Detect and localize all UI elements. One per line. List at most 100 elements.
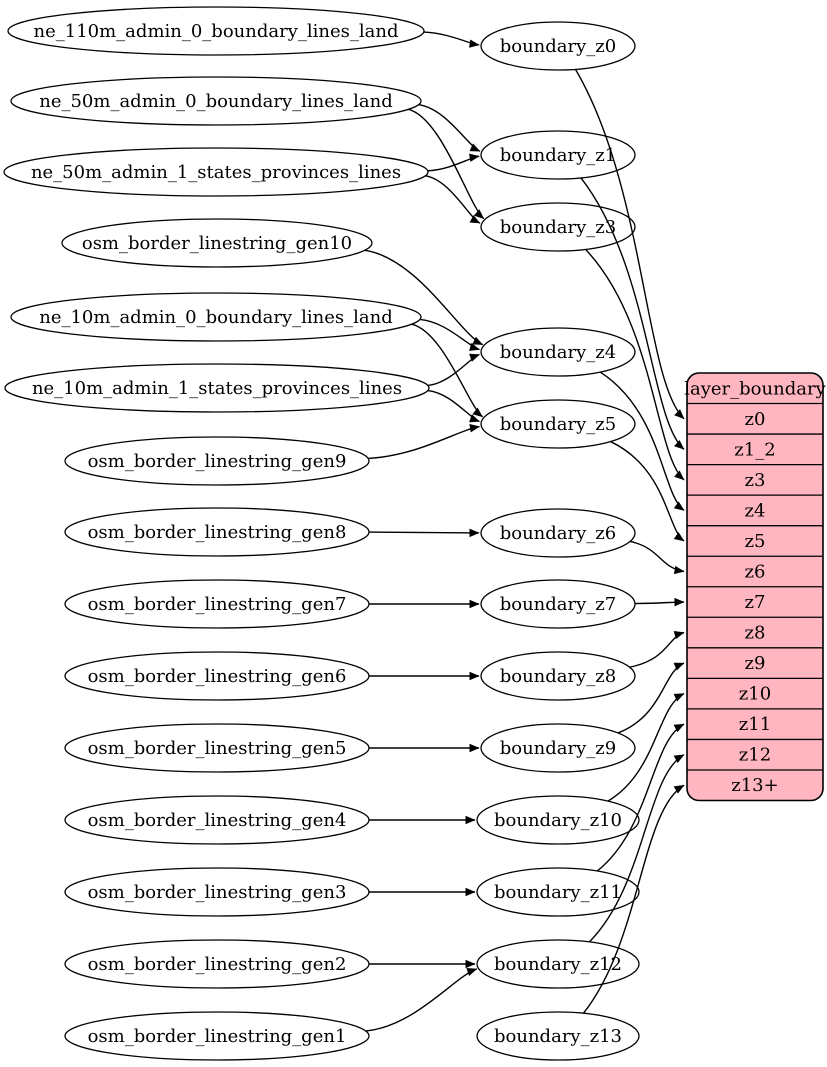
source-node-label: osm_border_linestring_gen2 [88,954,347,975]
transform-node-boundary_z7: boundary_z7 [480,579,636,629]
source-node-ne_10m_admin_0_boundary_lines_land: ne_10m_admin_0_boundary_lines_land [10,292,422,342]
edge-boundary_z1-to-row-z1_2 [580,177,685,450]
edge-boundary_z4-to-row-z4 [599,371,685,511]
source-node-ne_10m_admin_1_states_provinces_lines: ne_10m_admin_1_states_provinces_lines [4,363,430,413]
transform-node-label: boundary_z7 [500,594,617,615]
source-node-label: ne_50m_admin_0_boundary_lines_land [39,91,393,112]
transform-node-shape [480,723,636,773]
table-row-z11: z11 [739,714,771,735]
edge-boundary_z0-to-row-z0 [574,69,685,420]
source-node-shape [10,292,422,342]
table-row-z9: z9 [745,653,766,674]
transform-node-shape [476,939,640,989]
edge-boundary_z13-to-row-z13+ [582,784,685,1014]
transform-node-shape [476,867,640,917]
source-node-label: osm_border_linestring_gen8 [88,522,347,543]
layer-boundary-table: layer_boundary z0 z1_2 z3 z4 z5 z6 z7 z8 z9 z10 z11… [684,372,827,802]
transform-node-label: boundary_z6 [500,523,617,544]
edge-ne_10m_admin_1_states_provinces_lines-to-boundary_z4 [427,353,480,387]
edge-ne_110m_admin_0_boundary_lines_land-to-boundary_z0 [423,31,480,48]
transform-node-label: boundary_z10 [494,810,622,831]
table-row-z13+: z13+ [731,775,778,796]
table-row-z5: z5 [745,531,766,552]
source-node-label: osm_border_linestring_gen4 [88,810,347,831]
edge-boundary_z6-to-row-z6 [629,540,685,575]
source-node-osm_border_linestring_gen6: osm_border_linestring_gen6 [64,651,370,701]
source-node-label: osm_border_linestring_gen6 [88,666,347,687]
transform-node-shape [480,21,636,71]
transform-node-label: boundary_z1 [500,145,617,166]
transform-node-label: boundary_z13 [494,1026,622,1047]
source-node-shape [10,76,422,126]
transform-node-label: boundary_z11 [494,882,622,903]
edge-ne_50m_admin_0_boundary_lines_land-to-boundary_z3 [408,108,485,220]
source-node-label: osm_border_linestring_gen9 [88,451,347,472]
table-row-z8: z8 [745,623,766,644]
source-node-osm_border_linestring_gen9: osm_border_linestring_gen9 [64,436,370,486]
transform-node-label: boundary_z4 [500,342,617,363]
table-row-z1_2: z1_2 [734,439,775,460]
transform-node-boundary_z10: boundary_z10 [476,795,640,845]
edge-osm_border_linestring_gen9-to-boundary_z5 [368,424,480,460]
source-node-label: ne_10m_admin_0_boundary_lines_land [39,307,393,328]
source-node-osm_border_linestring_gen8: osm_border_linestring_gen8 [64,507,370,557]
edge-osm_border_linestring_gen1-to-boundary_z12 [365,968,478,1032]
transform-node-boundary_z1: boundary_z1 [480,130,636,180]
source-node-osm_border_linestring_gen3: osm_border_linestring_gen3 [64,867,370,917]
transform-node-label: boundary_z12 [494,954,622,975]
source-node-label: osm_border_linestring_gen1 [88,1026,347,1047]
transform-node-label: boundary_z3 [500,217,617,238]
source-node-shape [3,147,429,197]
source-node-osm_border_linestring_gen7: osm_border_linestring_gen7 [64,579,370,629]
source-node-osm_border_linestring_gen1: osm_border_linestring_gen1 [64,1011,370,1061]
transform-node-boundary_z11: boundary_z11 [476,867,640,917]
edge-osm_border_linestring_gen10-to-boundary_z4 [364,249,484,346]
transform-node-boundary_z13: boundary_z13 [476,1011,640,1061]
edge-boundary_z9-to-row-z9 [617,662,685,734]
transform-node-boundary_z0: boundary_z0 [480,21,636,71]
source-node-label: ne_10m_admin_1_states_provinces_lines [32,378,402,399]
source-node-label: osm_border_linestring_gen10 [82,233,352,254]
transform-node-shape [480,327,636,377]
table-row-z6: z6 [745,561,766,582]
edge-boundary_z5-to-row-z5 [610,440,685,542]
transform-node-boundary_z12: boundary_z12 [476,939,640,989]
transform-node-shape [480,399,636,449]
source-node-ne_50m_admin_1_states_provinces_lines: ne_50m_admin_1_states_provinces_lines [3,147,429,197]
transform-node-boundary_z8: boundary_z8 [480,651,636,701]
source-node-osm_border_linestring_gen10: osm_border_linestring_gen10 [61,218,373,268]
source-node-ne_110m_admin_0_boundary_lines_land: ne_110m_admin_0_boundary_lines_land [7,6,425,56]
transform-node-label: boundary_z0 [500,36,617,57]
source-node-ne_50m_admin_0_boundary_lines_land: ne_50m_admin_0_boundary_lines_land [10,76,422,126]
table-row-z7: z7 [745,592,766,613]
transform-node-boundary_z6: boundary_z6 [480,508,636,558]
table-title: layer_boundary [684,378,826,399]
table-row-z0: z0 [745,409,766,430]
source-node-label: osm_border_linestring_gen5 [88,738,347,759]
edge-boundary_z12-to-row-z12 [588,754,685,943]
source-node-label: ne_110m_admin_0_boundary_lines_land [34,21,399,42]
table-row-z3: z3 [745,470,766,491]
table-row-z4: z4 [745,500,766,521]
edge-osm_border_linestring_gen8-to-boundary_z6 [368,528,480,538]
edge-ne_50m_admin_1_states_provinces_lines-to-boundary_z3 [425,175,481,224]
table-row-z12: z12 [739,745,771,766]
source-node-shape [64,436,370,486]
transform-node-shape [480,651,636,701]
transform-node-shape [476,795,640,845]
transform-node-label: boundary_z8 [500,666,617,687]
transform-node-boundary_z3: boundary_z3 [480,202,636,252]
edge-ne_50m_admin_0_boundary_lines_land-to-boundary_z1 [418,104,481,152]
transform-node-shape [476,1011,640,1061]
source-node-shape [7,6,425,56]
transform-node-shape [480,130,636,180]
edge-boundary_z7-to-row-z7 [634,597,685,607]
source-node-label: osm_border_linestring_gen3 [88,882,347,903]
source-node-osm_border_linestring_gen5: osm_border_linestring_gen5 [64,723,370,773]
edge-ne_50m_admin_1_states_provinces_lines-to-boundary_z1 [427,153,480,172]
transform-node-label: boundary_z5 [500,414,617,435]
source-node-shape [61,218,373,268]
source-node-label: osm_border_linestring_gen7 [88,594,347,615]
